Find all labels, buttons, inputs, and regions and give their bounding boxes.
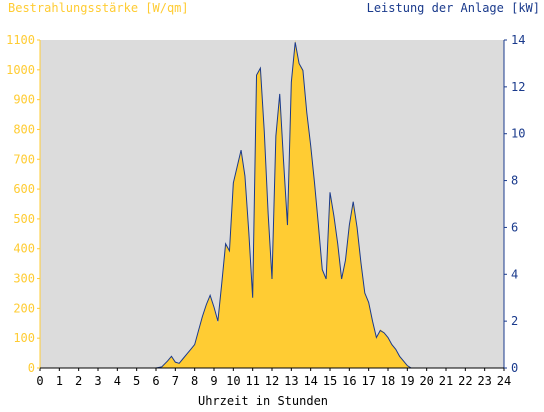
- x-tick-label: 16: [342, 374, 356, 388]
- x-tick-label: 3: [94, 374, 101, 388]
- x-tick-label: 15: [323, 374, 337, 388]
- x-tick-label: 1: [56, 374, 63, 388]
- x-tick-label: 14: [303, 374, 317, 388]
- left-tick-label: 100: [13, 331, 35, 345]
- x-tick-label: 5: [133, 374, 140, 388]
- right-tick-label: 14: [511, 33, 525, 47]
- power-line-layer: [40, 42, 504, 369]
- x-tick-label: 2: [75, 374, 82, 388]
- x-tick-label: 10: [226, 374, 240, 388]
- left-tick-label: 0: [28, 361, 35, 375]
- right-tick-labels: 0 2 4 6 8 10 12 14: [504, 33, 525, 375]
- x-tick-label: 12: [265, 374, 279, 388]
- x-tick-label: 24: [497, 374, 511, 388]
- right-axis-title: Leistung der Anlage [kW]: [367, 1, 540, 15]
- x-tick-label: 9: [210, 374, 217, 388]
- right-tick-label: 8: [511, 174, 518, 188]
- x-tick-label: 18: [381, 374, 395, 388]
- left-tick-label: 400: [13, 242, 35, 256]
- x-axis-title: Uhrzeit in Stunden: [198, 394, 328, 408]
- left-tick-label: 300: [13, 272, 35, 286]
- x-tick-label: 11: [245, 374, 259, 388]
- right-tick-label: 4: [511, 267, 518, 281]
- right-tick-label: 12: [511, 80, 525, 94]
- left-tick-label: 200: [13, 301, 35, 315]
- left-tick-label: 600: [13, 182, 35, 196]
- right-tick-label: 2: [511, 314, 518, 328]
- x-tick-label: 20: [419, 374, 433, 388]
- left-tick-label: 900: [13, 93, 35, 107]
- right-tick-label: 10: [511, 127, 525, 141]
- x-tick-label: 23: [477, 374, 491, 388]
- x-tick-label: 21: [439, 374, 453, 388]
- x-tick-label: 19: [400, 374, 414, 388]
- x-tick-labels: 0 1 2 3 4 5 6 7 8 9 10 11 12 13 14 15 16 17 18 19 20 21 22 23 24: [36, 368, 511, 388]
- irradiance-area: [40, 40, 504, 368]
- left-tick-label: 500: [13, 212, 35, 226]
- x-tick-label: 7: [172, 374, 179, 388]
- right-tick-label: 0: [511, 361, 518, 375]
- left-tick-label: 1100: [6, 33, 35, 47]
- power-line: [40, 42, 504, 369]
- x-tick-label: 17: [361, 374, 375, 388]
- x-tick-label: 4: [114, 374, 121, 388]
- left-tick-label: 700: [13, 152, 35, 166]
- right-tick-label: 6: [511, 220, 518, 234]
- x-tick-label: 0: [36, 374, 43, 388]
- x-tick-label: 8: [191, 374, 198, 388]
- left-axis-title: Bestrahlungsstärke [W/qm]: [8, 1, 189, 15]
- x-tick-label: 22: [458, 374, 472, 388]
- left-tick-label: 1000: [6, 63, 35, 77]
- x-tick-label: 13: [284, 374, 298, 388]
- x-tick-label: 6: [152, 374, 159, 388]
- left-tick-label: 800: [13, 122, 35, 136]
- left-tick-labels: 0 100 200 300 400 500 600 700 800 900 1000 1100: [6, 33, 40, 375]
- irradiance-area-layer: [40, 40, 504, 368]
